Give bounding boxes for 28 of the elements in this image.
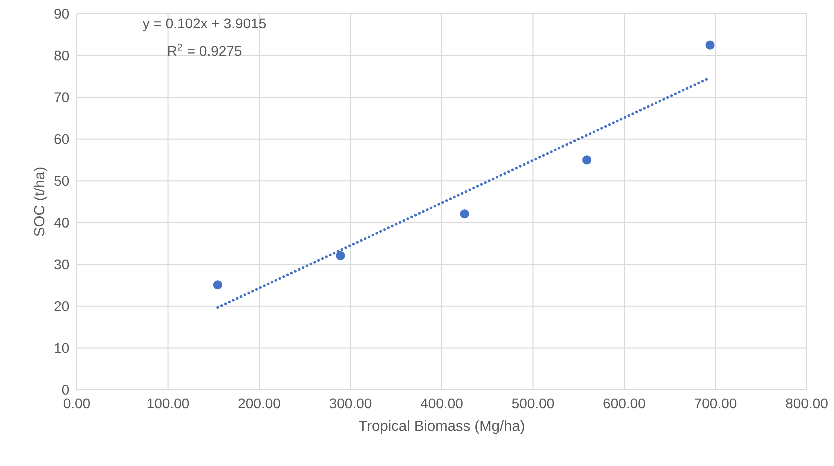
y-axis-title: SOC (t/ha) (34, 168, 48, 236)
x-tick-label: 700.00 (695, 398, 737, 409)
y-tick-label: 50 (54, 176, 70, 186)
x-tick-label: 0.00 (64, 398, 90, 409)
x-tick-label: 100.00 (148, 398, 190, 409)
y-tick-label: 0 (62, 385, 70, 395)
point (460, 210, 470, 219)
y-tick-label: 90 (54, 9, 70, 19)
y-tick-label: 60 (54, 134, 70, 144)
point (213, 280, 223, 290)
point (582, 156, 592, 165)
point (336, 251, 346, 260)
annotation: y = 0.102x + 3.9015 (142, 18, 266, 32)
annotation: R$^{2}$ = 0.9275 (168, 44, 242, 56)
x-tick-label: 600.00 (604, 398, 646, 409)
y-tick-label: 30 (54, 260, 70, 270)
x-tick-label: 400.00 (420, 398, 463, 409)
point (706, 40, 715, 50)
y-tick-label: 20 (54, 301, 70, 312)
y-tick-label: 80 (54, 50, 70, 61)
x-tick-label: 800.00 (786, 398, 828, 409)
x-tick-label: 200.00 (238, 398, 280, 409)
y-tick-label: 10 (55, 343, 70, 354)
y-tick-label: 40 (54, 218, 70, 228)
x-tick-label: 300.00 (330, 398, 372, 409)
y-tick-label: 70 (54, 92, 70, 103)
x-tick-label: 500.00 (512, 398, 554, 409)
x-axis-title: Tropical Biomass (Mg/ha) (359, 420, 524, 434)
